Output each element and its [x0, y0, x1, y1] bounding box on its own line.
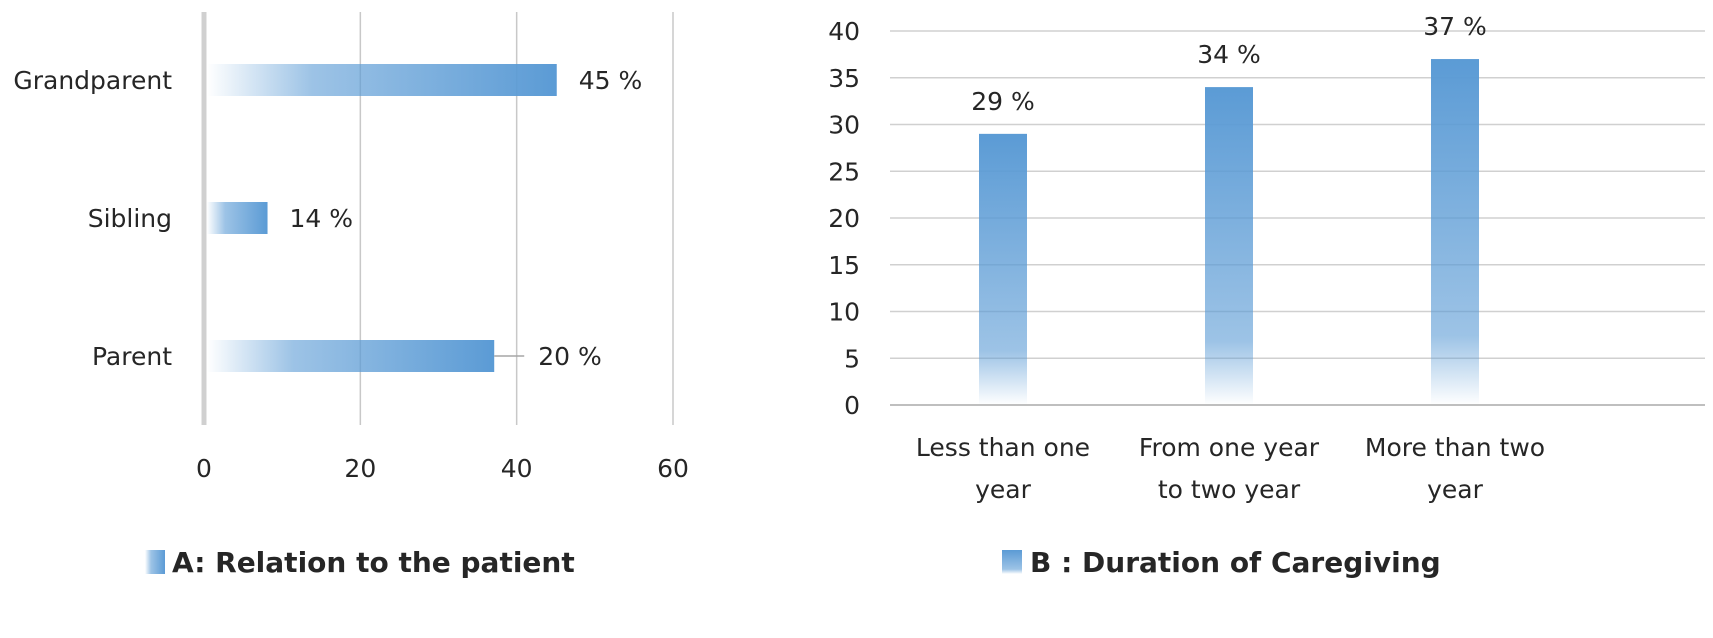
category-label-b-1-line-1: to two year: [1158, 475, 1301, 504]
x-tick-label-a-1: 20: [344, 454, 376, 483]
category-label-b-0-line-1: year: [975, 475, 1031, 504]
y-tick-label-b-7: 35: [828, 64, 860, 93]
bar-b-1: [1205, 87, 1253, 405]
data-label-a-1: 14 %: [290, 204, 354, 233]
chart-relation-to-patient: 0 20 40 60 Grandparent 45 % Sibling 14 % Parent 2…: [13, 12, 689, 579]
bar-b-0: [979, 133, 1027, 405]
category-label-b-2-line-0: More than two: [1365, 433, 1545, 462]
x-tick-label-a-2: 40: [501, 454, 533, 483]
category-label-b-1-line-0: From one year: [1139, 433, 1320, 462]
legend-b: B : Duration of Caregiving: [1002, 546, 1441, 579]
data-label-a-2: 20 %: [538, 342, 602, 371]
category-label-a-1: Sibling: [88, 204, 172, 233]
legend-a-swatch: [145, 550, 165, 574]
y-tick-label-b-6: 30: [828, 111, 860, 140]
y-tick-label-b-3: 15: [828, 251, 860, 280]
legend-b-swatch: [1002, 550, 1022, 574]
category-label-b-2-line-1: year: [1427, 475, 1483, 504]
y-tick-label-b-8: 40: [828, 17, 860, 46]
category-label-b-0-line-0: Less than one: [916, 433, 1090, 462]
y-tick-label-b-0: 0: [844, 391, 860, 420]
category-label-a-0: Grandparent: [13, 66, 172, 95]
chart-duration-of-caregiving: 0 5 10 15 20 25 30 35 40 29 % Less than one year 34 …: [828, 12, 1705, 579]
y-tick-label-b-1: 5: [844, 344, 860, 373]
bar-a-1: [207, 202, 268, 234]
bar-a-2: [207, 340, 495, 372]
y-tick-label-b-4: 20: [828, 204, 860, 233]
legend-a-label: A: Relation to the patient: [172, 546, 575, 579]
legend-b-label: B : Duration of Caregiving: [1030, 546, 1441, 579]
x-tick-label-a-0: 0: [196, 454, 212, 483]
y-tick-label-b-5: 25: [828, 157, 860, 186]
bar-b-2: [1431, 59, 1479, 406]
bar-a-0: [207, 64, 557, 96]
data-label-b-2: 37 %: [1423, 12, 1487, 41]
data-label-a-0: 45 %: [579, 66, 643, 95]
y-tick-label-b-2: 10: [828, 298, 860, 327]
data-label-b-1: 34 %: [1197, 40, 1261, 69]
data-label-b-0: 29 %: [971, 87, 1035, 116]
x-tick-label-a-3: 60: [657, 454, 689, 483]
legend-a: A: Relation to the patient: [145, 546, 575, 579]
category-label-a-2: Parent: [92, 342, 172, 371]
